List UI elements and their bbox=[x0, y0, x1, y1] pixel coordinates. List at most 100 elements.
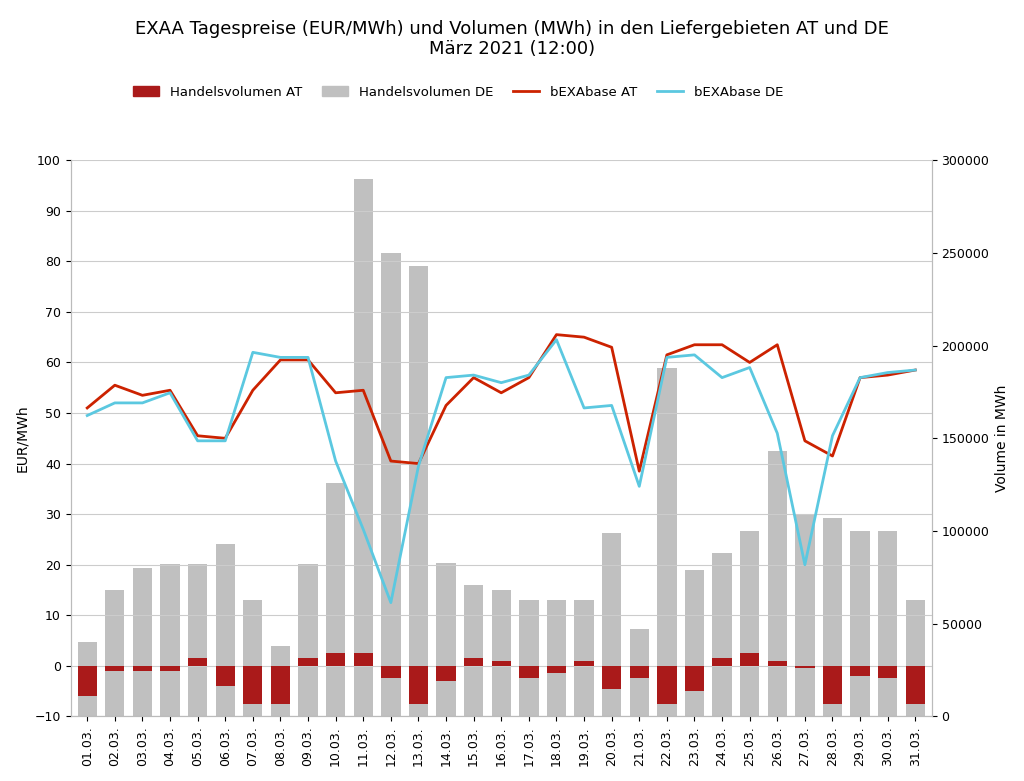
bEXAbase AT bbox=[136, 390, 148, 400]
Y-axis label: EUR/MWh: EUR/MWh bbox=[15, 405, 29, 472]
Bar bbox=[602, 533, 622, 716]
Bar bbox=[878, 531, 897, 716]
Bar bbox=[547, 600, 566, 716]
Bar bbox=[353, 653, 373, 666]
bEXAbase AT bbox=[468, 373, 480, 383]
bEXAbase AT bbox=[302, 355, 314, 365]
bEXAbase DE bbox=[771, 429, 783, 438]
bEXAbase AT bbox=[909, 366, 922, 375]
bEXAbase AT bbox=[109, 380, 121, 390]
Bar bbox=[381, 253, 400, 716]
Bar bbox=[409, 266, 428, 716]
bEXAbase DE bbox=[330, 456, 342, 465]
Bar bbox=[657, 666, 677, 704]
Bar bbox=[796, 515, 814, 716]
Bar bbox=[105, 666, 125, 671]
Bar bbox=[685, 666, 705, 691]
Bar bbox=[353, 179, 373, 716]
Y-axis label: Volume in MWh: Volume in MWh bbox=[995, 384, 1009, 492]
bEXAbase AT bbox=[219, 433, 231, 443]
bEXAbase DE bbox=[496, 378, 508, 387]
bEXAbase DE bbox=[909, 366, 922, 375]
Bar bbox=[768, 451, 786, 716]
Bar bbox=[188, 565, 207, 716]
bEXAbase DE bbox=[357, 525, 370, 534]
bEXAbase DE bbox=[605, 401, 617, 410]
Bar bbox=[105, 590, 125, 716]
Legend: Handelsvolumen AT, Handelsvolumen DE, bEXAbase AT, bEXAbase DE: Handelsvolumen AT, Handelsvolumen DE, bE… bbox=[128, 80, 788, 104]
bEXAbase DE bbox=[660, 353, 673, 362]
Bar bbox=[161, 565, 179, 716]
Bar bbox=[464, 585, 483, 716]
bEXAbase DE bbox=[440, 373, 453, 383]
Bar bbox=[823, 666, 842, 704]
bEXAbase AT bbox=[578, 333, 590, 342]
bEXAbase AT bbox=[164, 386, 176, 395]
bEXAbase DE bbox=[219, 436, 231, 445]
Bar bbox=[436, 562, 456, 716]
Bar bbox=[298, 565, 317, 716]
Line: bEXAbase AT: bEXAbase AT bbox=[87, 334, 915, 471]
bEXAbase AT bbox=[357, 386, 370, 395]
Bar bbox=[713, 658, 732, 666]
Bar bbox=[133, 666, 153, 671]
bEXAbase AT bbox=[440, 401, 453, 410]
bEXAbase DE bbox=[743, 363, 756, 373]
bEXAbase DE bbox=[385, 598, 397, 608]
bEXAbase DE bbox=[191, 436, 204, 445]
Bar bbox=[326, 653, 345, 666]
Bar bbox=[78, 642, 97, 716]
Bar bbox=[409, 666, 428, 704]
bEXAbase AT bbox=[716, 340, 728, 349]
bEXAbase AT bbox=[191, 431, 204, 440]
Line: bEXAbase DE: bEXAbase DE bbox=[87, 340, 915, 603]
bEXAbase AT bbox=[688, 340, 700, 349]
Bar bbox=[78, 666, 97, 696]
Bar bbox=[685, 570, 705, 716]
bEXAbase DE bbox=[578, 403, 590, 412]
Bar bbox=[602, 666, 622, 689]
bEXAbase AT bbox=[605, 343, 617, 352]
Bar bbox=[740, 531, 760, 716]
Bar bbox=[519, 600, 539, 716]
bEXAbase DE bbox=[136, 398, 148, 408]
bEXAbase AT bbox=[633, 466, 645, 476]
bEXAbase DE bbox=[247, 348, 259, 357]
bEXAbase DE bbox=[882, 368, 894, 377]
bEXAbase AT bbox=[854, 373, 866, 383]
Bar bbox=[298, 658, 317, 666]
bEXAbase AT bbox=[743, 358, 756, 367]
Bar bbox=[464, 658, 483, 666]
bEXAbase DE bbox=[633, 482, 645, 491]
bEXAbase AT bbox=[247, 386, 259, 395]
Text: EXAA Tagespreise (EUR/MWh) und Volumen (MWh) in den Liefergebieten AT und DE
Mär: EXAA Tagespreise (EUR/MWh) und Volumen (… bbox=[135, 20, 889, 59]
bEXAbase AT bbox=[81, 403, 93, 412]
Bar bbox=[326, 483, 345, 716]
Bar bbox=[161, 666, 179, 671]
Bar bbox=[188, 658, 207, 666]
bEXAbase AT bbox=[496, 388, 508, 398]
bEXAbase DE bbox=[468, 370, 480, 380]
Bar bbox=[243, 600, 262, 716]
Bar bbox=[519, 666, 539, 679]
Bar bbox=[740, 653, 760, 666]
Bar bbox=[630, 629, 649, 716]
Bar bbox=[796, 666, 814, 669]
Bar bbox=[905, 600, 925, 716]
bEXAbase AT bbox=[826, 451, 839, 461]
Bar bbox=[823, 518, 842, 716]
bEXAbase AT bbox=[882, 370, 894, 380]
Bar bbox=[850, 666, 869, 676]
Bar bbox=[657, 368, 677, 716]
Bar bbox=[216, 544, 234, 716]
Bar bbox=[133, 568, 153, 716]
Bar bbox=[492, 661, 511, 666]
Bar bbox=[630, 666, 649, 679]
Bar bbox=[243, 666, 262, 704]
bEXAbase DE bbox=[109, 398, 121, 408]
Bar bbox=[216, 666, 234, 686]
Bar bbox=[713, 553, 732, 716]
bEXAbase DE bbox=[688, 350, 700, 359]
bEXAbase DE bbox=[550, 335, 562, 344]
bEXAbase AT bbox=[799, 436, 811, 445]
